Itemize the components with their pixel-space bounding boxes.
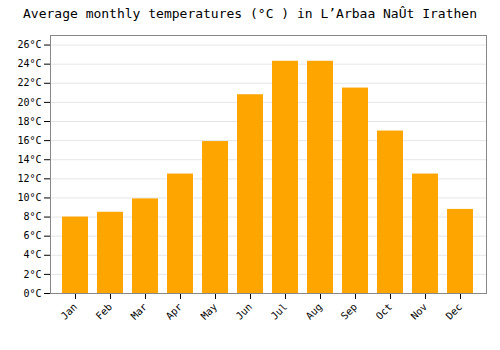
svg-text:14°C: 14°C — [17, 154, 41, 165]
svg-text:26°C: 26°C — [17, 39, 41, 50]
svg-text:Nov: Nov — [409, 301, 430, 322]
svg-text:Aug: Aug — [304, 301, 325, 322]
svg-text:12°C: 12°C — [17, 173, 41, 184]
svg-text:22°C: 22°C — [17, 77, 41, 88]
svg-text:Feb: Feb — [94, 301, 115, 322]
html-text:Average monthly temperatures (: Average monthly temperatures (°C ) in L’… — [23, 6, 477, 21]
svg-text:0°C: 0°C — [23, 288, 41, 299]
svg-text:18°C: 18°C — [17, 116, 41, 127]
svg-text:24°C: 24°C — [17, 58, 41, 69]
svg-text:6°C: 6°C — [23, 230, 41, 241]
svg-text:Apr: Apr — [164, 301, 185, 322]
svg-text:Jan: Jan — [59, 301, 80, 322]
svg-text:Mar: Mar — [129, 301, 150, 322]
svg-text:20°C: 20°C — [17, 97, 41, 108]
svg-text:16°C: 16°C — [17, 135, 41, 146]
svg-text:Dec: Dec — [444, 301, 465, 322]
svg-text:Sep: Sep — [339, 301, 360, 322]
svg-text:8°C: 8°C — [23, 211, 41, 222]
svg-text:4°C: 4°C — [23, 249, 41, 260]
svg-text:2°C: 2°C — [23, 269, 41, 280]
svg-text:Jul: Jul — [269, 301, 290, 322]
svg-text:Jun: Jun — [234, 301, 255, 322]
svg-text:Oct: Oct — [374, 301, 395, 322]
svg-text:May: May — [199, 301, 220, 322]
svg-text:10°C: 10°C — [17, 192, 41, 203]
